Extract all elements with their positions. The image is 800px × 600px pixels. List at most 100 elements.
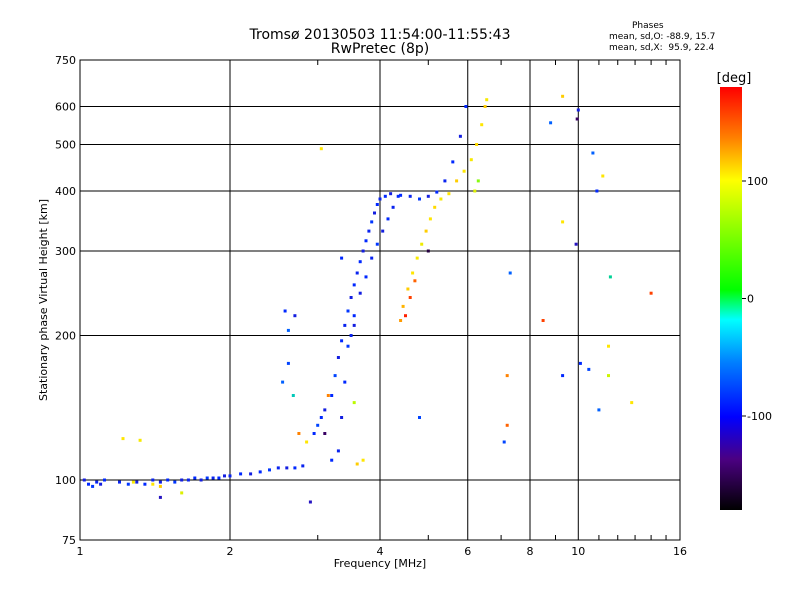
data-point (103, 478, 106, 482)
x-tick-label: 8 (527, 545, 534, 558)
data-point (418, 197, 421, 201)
x-tick-label: 10 (571, 545, 585, 558)
data-point (323, 432, 327, 435)
data-point (138, 438, 142, 442)
data-point (375, 242, 379, 246)
data-point (336, 449, 340, 453)
data-point (217, 476, 221, 480)
data-point (505, 423, 509, 427)
data-point (268, 468, 271, 472)
data-point (211, 476, 215, 480)
data-point (166, 478, 170, 482)
data-point (312, 432, 316, 435)
data-point (451, 160, 455, 164)
x-tick-label: 1 (77, 545, 84, 558)
y-tick-label: 100 (55, 474, 76, 487)
data-point (249, 472, 253, 476)
data-point (399, 319, 403, 322)
data-point (378, 197, 382, 201)
data-point (285, 466, 289, 470)
data-point (420, 242, 424, 246)
data-point (326, 394, 330, 397)
data-point (361, 249, 365, 253)
data-point (135, 480, 139, 484)
data-point (180, 491, 184, 495)
colorbar-gradient (720, 87, 742, 510)
data-point (305, 440, 309, 444)
data-point (608, 275, 612, 279)
colorbar-tick-label: 100 (747, 175, 768, 188)
data-point (205, 476, 209, 480)
data-point (424, 229, 428, 233)
data-point (391, 205, 395, 209)
data-point (336, 356, 340, 359)
data-point (386, 217, 390, 221)
data-point (343, 380, 347, 384)
data-point (443, 179, 447, 183)
y-tick-label: 600 (55, 101, 76, 114)
colorbar-ticks: 100 0 -100 (742, 175, 772, 423)
phases-title: Phases (632, 21, 664, 31)
data-point (286, 328, 290, 332)
data-point (346, 309, 350, 313)
data-point (319, 416, 323, 419)
data-point (426, 249, 430, 253)
data-point (95, 480, 99, 484)
data-point (121, 437, 125, 441)
data-point (364, 239, 368, 243)
data-point (258, 470, 262, 474)
data-point (561, 374, 565, 378)
data-point (180, 478, 184, 482)
data-point (151, 482, 155, 486)
data-point (158, 484, 162, 488)
data-point (476, 179, 480, 183)
data-point (411, 271, 415, 275)
data-point (475, 143, 479, 146)
colorbar-tick-label: -100 (747, 410, 772, 423)
colorbar: [deg] 100 0 -100 (717, 71, 772, 510)
data-point (355, 271, 359, 275)
data-point (349, 334, 353, 337)
data-point (399, 193, 403, 197)
data-point (281, 380, 285, 384)
chart-title: Tromsø 20130503 11:54:00-11:55:43 (249, 27, 511, 43)
data-point (462, 169, 466, 173)
data-point (389, 192, 393, 196)
data-point (143, 482, 147, 486)
data-point (413, 279, 417, 283)
data-point (508, 271, 512, 275)
data-point (126, 482, 130, 486)
y-tick-label: 300 (55, 245, 76, 258)
data-point (291, 394, 295, 397)
x-tick-label: 4 (377, 545, 384, 558)
data-point (316, 423, 320, 427)
x-tick-label: 2 (227, 545, 234, 558)
data-point (223, 474, 226, 478)
x-tick-label: 6 (464, 545, 471, 558)
data-point (505, 374, 509, 378)
y-axis-label: Stationary phase Virtual Height [km] (37, 199, 50, 401)
data-point (426, 194, 430, 198)
data-point (118, 480, 121, 484)
data-point (541, 319, 545, 322)
axis-ticks: 1 2 4 6 8 10 16 75 100 200 300 400 500 600 750 (55, 54, 687, 558)
chart-subtitle: RwPretec (8p) (330, 41, 430, 57)
data-point (293, 466, 297, 470)
data-point (186, 478, 190, 482)
data-point (333, 374, 337, 378)
data-point (502, 440, 506, 444)
x-tick-label: 16 (673, 545, 687, 558)
data-point (458, 134, 462, 138)
data-point (330, 394, 334, 397)
y-tick-label: 400 (55, 185, 76, 198)
data-point (82, 478, 86, 482)
data-point (340, 339, 344, 343)
data-point (578, 361, 582, 365)
data-point (607, 344, 610, 348)
data-point (433, 205, 437, 209)
y-tick-label: 75 (62, 534, 76, 547)
y-tick-label: 200 (55, 330, 76, 343)
data-point (396, 194, 400, 198)
data-point (199, 478, 203, 482)
data-point (370, 220, 374, 224)
